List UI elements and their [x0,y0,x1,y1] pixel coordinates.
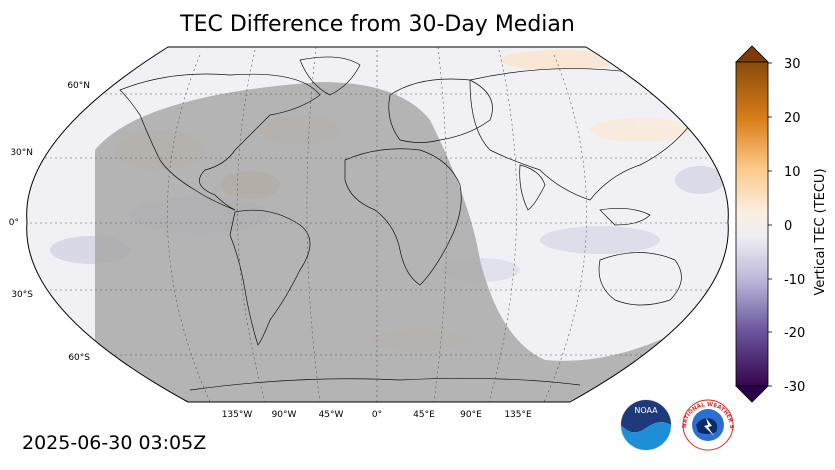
lat-label-0: 0° [9,218,19,228]
lat-label-30n: 30°N [10,148,33,158]
lon-label-45w: 45°W [319,410,344,420]
globe-border [26,46,729,403]
noaa-logo-text: NOAA [634,406,658,415]
graticule [26,47,729,402]
lon-label-135e: 135°E [504,410,532,420]
colorbar: 30 20 10 0 -10 -20 -30 Vertical TEC (TEC… [735,45,828,403]
timestamp: 2025-06-30 03:05Z [22,432,207,454]
night-shading [95,82,729,402]
globe [26,47,729,402]
colorbar-gradient [735,61,769,387]
colorbar-low-extension [735,385,769,403]
colorbar-label: Vertical TEC (TECU) [813,168,828,295]
colorbar-tick-10: 10 [784,165,801,180]
colorbar-tick-0: 0 [784,219,792,234]
lon-label-90e: 90°E [460,410,482,420]
colorbar-tick-20: 20 [784,111,801,126]
lon-label-135w: 135°W [222,410,253,420]
lon-label-45e: 45°E [413,410,435,420]
noaa-logo: NOAA [620,399,672,451]
colorbar-tick-neg20: -20 [784,326,805,341]
chart-title: TEC Difference from 30-Day Median [180,12,575,37]
colorbar-tick-neg10: -10 [784,273,805,288]
lat-label-60n: 60°N [67,81,90,91]
colorbar-tick-30: 30 [784,57,801,72]
lon-label-90w: 90°W [272,410,297,420]
lat-label-60s: 60°S [68,353,90,363]
lat-label-30s: 30°S [11,290,33,300]
colorbar-tick-neg30: -30 [784,380,805,395]
lon-label-0: 0° [372,410,382,420]
colorbar-high-extension [735,45,769,63]
